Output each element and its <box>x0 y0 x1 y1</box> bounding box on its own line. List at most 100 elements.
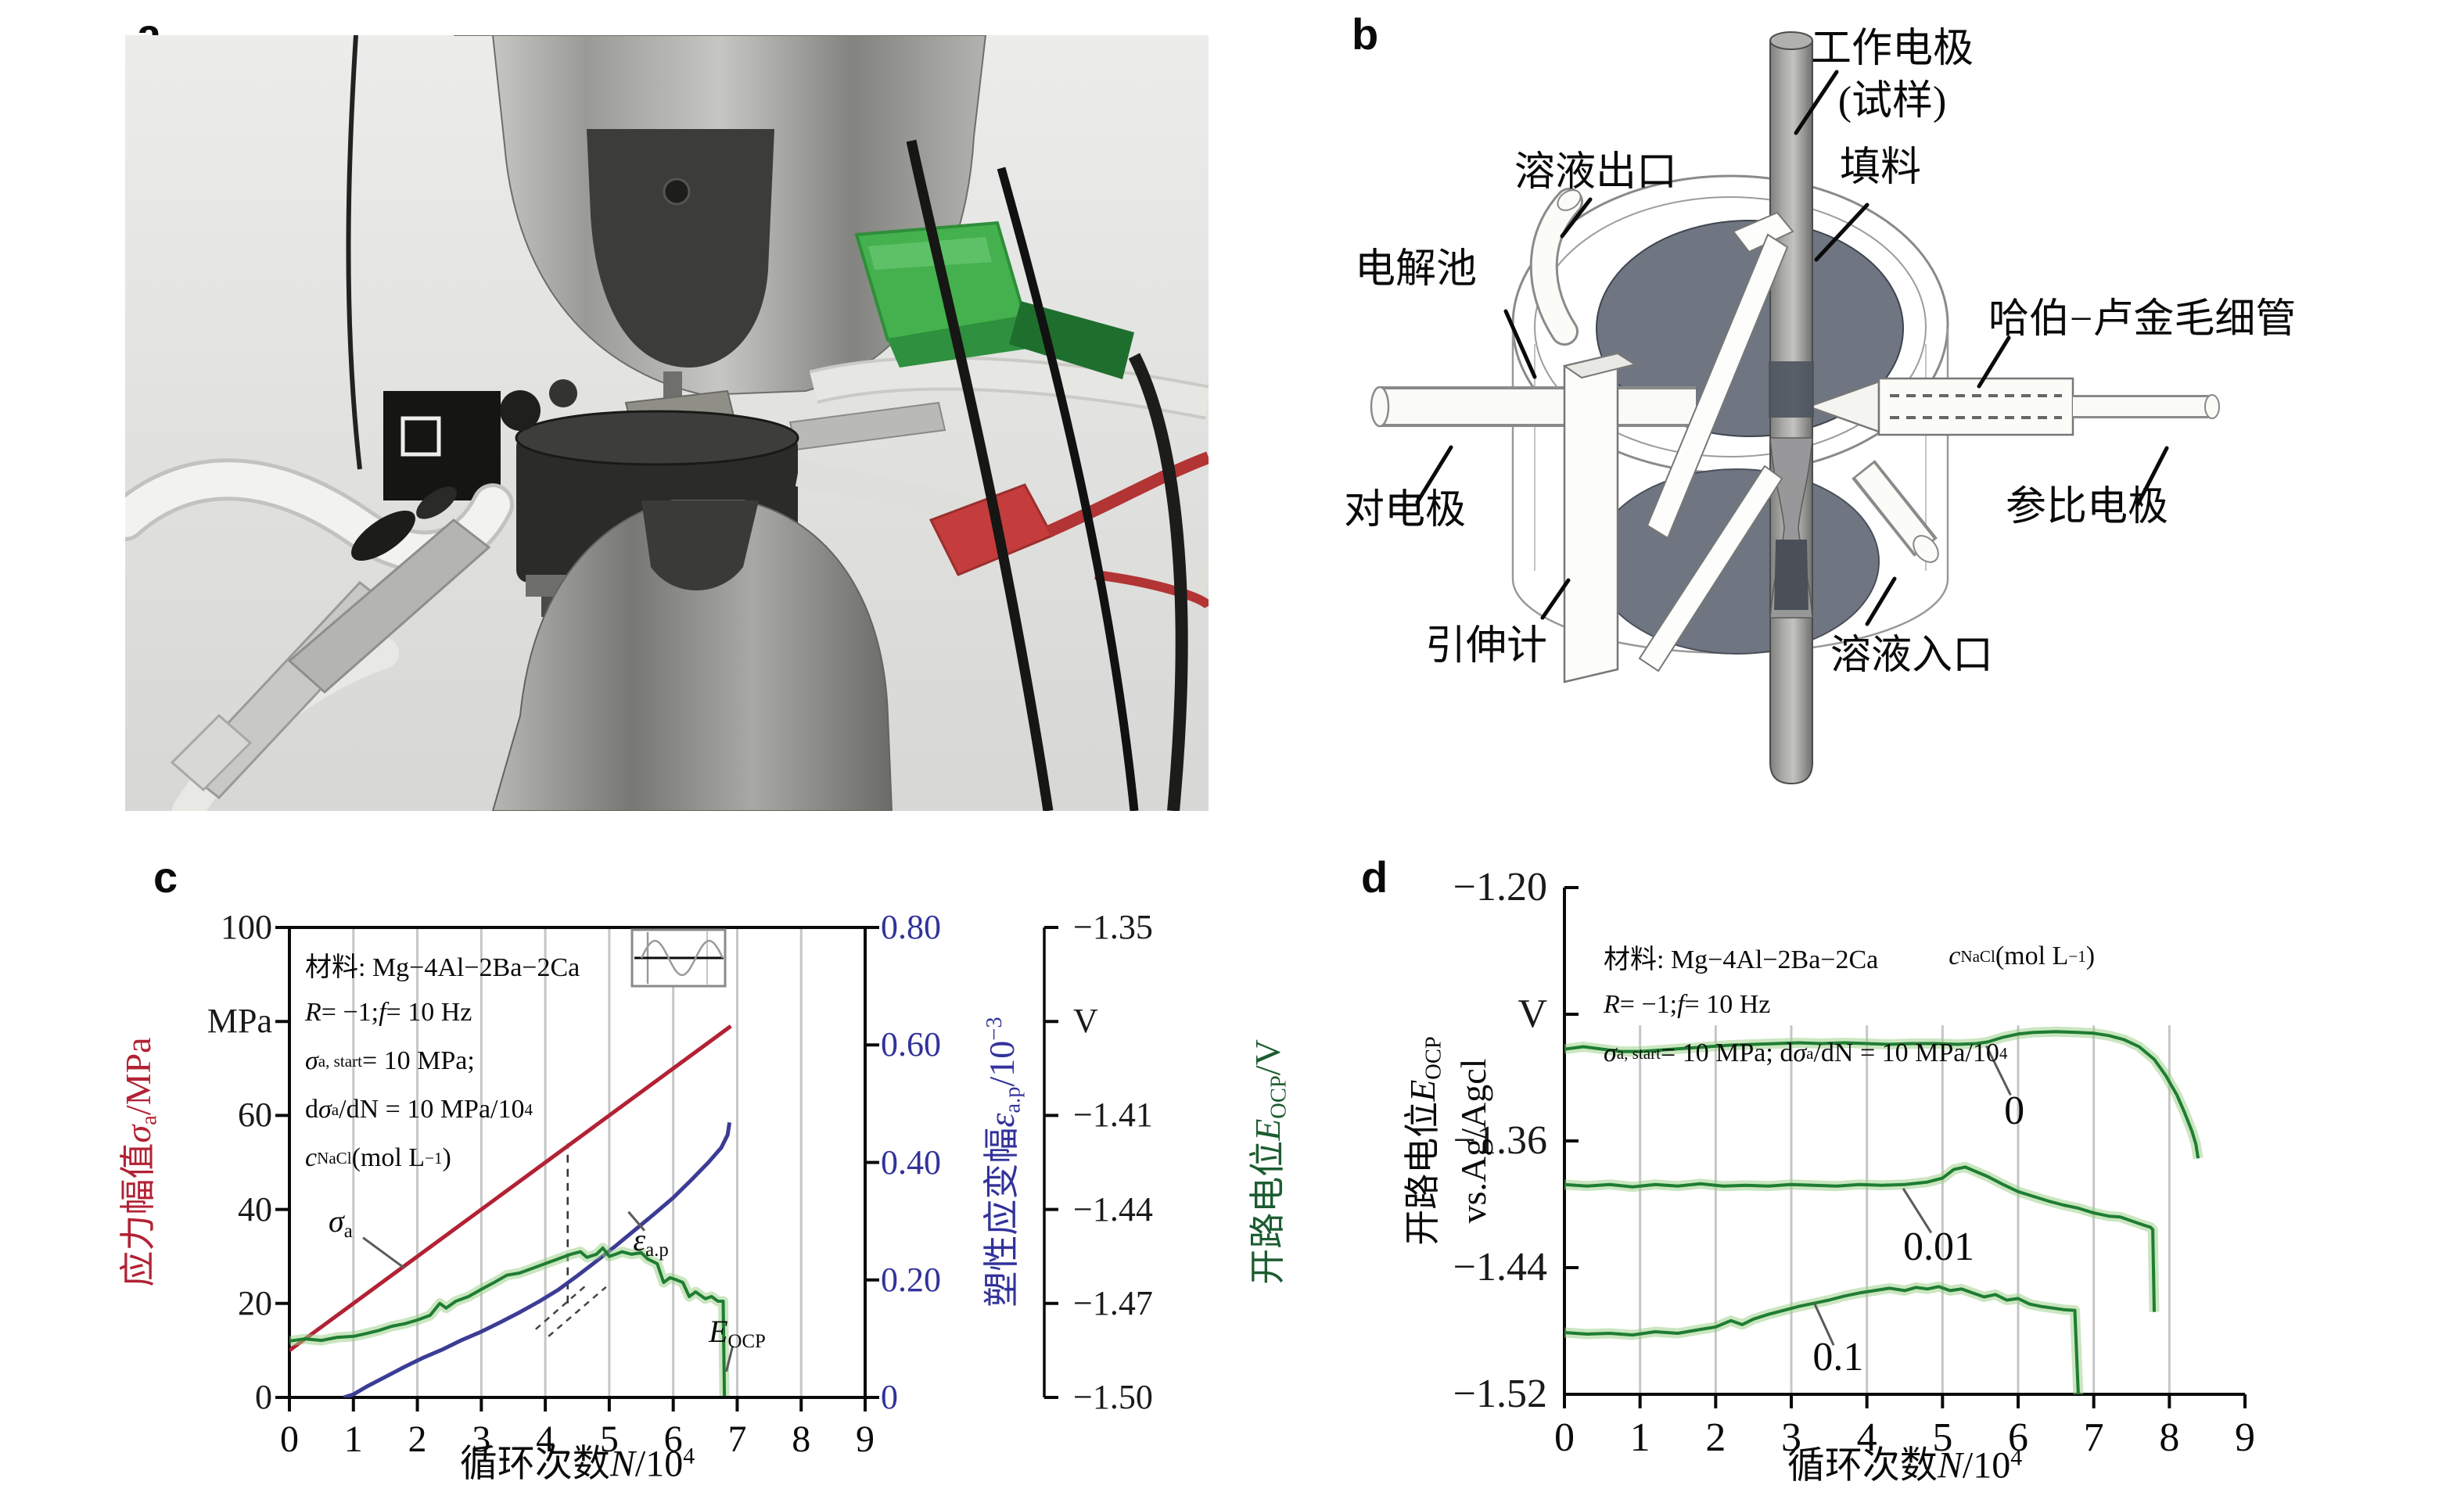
x-tick-label: 3 <box>1781 1415 1801 1460</box>
text-segment: 循环次数 <box>459 1443 610 1485</box>
fatigue-test-setup-photo <box>125 35 1209 811</box>
curve-label-1: 0.01 <box>1903 1224 1974 1269</box>
text-segment: 4 <box>2010 1444 2023 1471</box>
label-solution-inlet: 溶液入口 <box>1830 633 1994 678</box>
working-electrode-text: 工作电极 <box>1811 27 1974 71</box>
strain-tick-label: 0.60 <box>881 1025 941 1064</box>
inlet-cap <box>1913 535 1939 563</box>
x-tick-label: 7 <box>2083 1415 2104 1460</box>
label-counter-electrode: 对电极 <box>1344 488 1467 533</box>
upper-grip-notch <box>587 129 774 368</box>
x-tick-label: 6 <box>663 1419 683 1460</box>
text-segment: R <box>1604 990 1620 1019</box>
x-axis-title: 循环次数N/104 <box>460 1444 695 1483</box>
text-segment: OCP <box>1266 1075 1291 1119</box>
text-segment: −3 <box>982 1017 1008 1041</box>
label-haber-luggin: 哈伯−卢金毛细管 <box>1988 297 2297 342</box>
text-segment: a <box>137 1115 162 1125</box>
annotation-block: 材料: Mg−4Al−2Ba−2Ca c NaCl (mol L −1) R = −1; … <box>1604 932 2095 1078</box>
label-filler: 填料 <box>1840 145 1922 190</box>
green-connector-highlight <box>868 237 992 270</box>
text-segment: a, start <box>1616 1043 1661 1063</box>
text-segment: 应力幅值 <box>117 1142 158 1287</box>
strain-tick-label: 0.40 <box>881 1142 941 1182</box>
x-tick-label: 2 <box>1705 1415 1726 1460</box>
leader-outlet <box>1560 197 1593 239</box>
text-segment: = −1; <box>1619 990 1678 1019</box>
text-segment: 4 <box>683 1443 695 1469</box>
x-tick-label: 1 <box>1629 1415 1650 1460</box>
text-segment: N <box>1937 1444 1963 1487</box>
potential-tick-label: −1.35 <box>1073 908 1153 946</box>
text-segment: (mol L <box>351 1143 426 1172</box>
black-cable-3 <box>1128 353 1188 811</box>
label-reference-electrode: 参比电极 <box>2006 485 2169 529</box>
x-tick-label: 9 <box>856 1419 875 1460</box>
text-segment: f <box>379 998 386 1027</box>
text-segment: a.p <box>1000 1086 1025 1114</box>
curve-label-0: σa <box>329 1205 353 1242</box>
curve-label-1: εa.p <box>633 1224 668 1261</box>
text-segment: /10 <box>981 1040 1022 1087</box>
text-segment: E <box>1247 1118 1288 1141</box>
series-sigma_a <box>289 1024 732 1352</box>
x-tick-label: 5 <box>599 1419 619 1460</box>
potential-tick-label: −1.36 <box>1453 1118 1547 1163</box>
strain-axis-title: 塑性应变幅εa.p/10−3 <box>981 1017 1025 1307</box>
filler-disc-bottom <box>1593 468 1880 655</box>
capillary-barrel <box>1877 377 2074 436</box>
arm-knob-2 <box>416 486 457 519</box>
text-segment: σ <box>1604 1038 1617 1067</box>
text-segment: 材料: Mg−4Al−2Ba−2Ca <box>305 952 580 982</box>
text-segment: vs.Ag/Agcl <box>1453 1058 1493 1224</box>
arm-knob <box>351 510 415 561</box>
extensometer-beam-upper <box>1646 233 1789 540</box>
electrochemical-cell-diagram <box>1370 31 2220 785</box>
extensometer-arm-2 <box>287 518 491 694</box>
text-segment: = 10 MPa; d <box>1660 1038 1794 1067</box>
x-tick-label: 8 <box>792 1419 811 1460</box>
text-segment: N <box>609 1443 635 1485</box>
strain-tick-label: 0.80 <box>881 908 941 946</box>
series-epsilon_ap <box>343 1122 732 1397</box>
leader-filler <box>1814 203 1870 262</box>
leader-cell <box>1503 309 1537 379</box>
potential-axis-title-line1: 开路电位EOCP <box>1403 1036 1446 1246</box>
x-tick-label: 3 <box>472 1419 491 1460</box>
counter-cap <box>1370 386 1390 428</box>
annotation-line: d σ a/dN = 10 MPa/10 4 <box>305 1085 580 1134</box>
leader-capillary <box>1977 335 2011 389</box>
text-segment: 材料: Mg−4Al−2Ba−2Ca <box>1604 945 1879 974</box>
sensor-wire <box>346 35 362 470</box>
x-tick-label: 0 <box>280 1419 299 1460</box>
extensometer-slab-top <box>1562 352 1637 379</box>
potential-tick-label: −1.41 <box>1073 1096 1153 1135</box>
potential-axis-title-line2: vs.Ag/Agcl <box>1453 1058 1493 1224</box>
potential-tick-label: −1.47 <box>1073 1283 1153 1322</box>
black-cable-2 <box>997 167 1139 811</box>
cell-knob-small <box>549 379 577 407</box>
text-segment: ) <box>2085 942 2096 970</box>
series-cNaCl_0.1 <box>1564 1285 2080 1394</box>
text-segment: −1 <box>2068 946 2086 966</box>
text-segment: ε <box>981 1113 1022 1128</box>
text-segment: NaCl <box>1960 946 1995 966</box>
annotation-line: 材料: Mg−4Al−2Ba−2Ca <box>305 940 580 988</box>
grip-bolt <box>663 178 691 206</box>
clip-end <box>170 713 253 792</box>
chart-panel-d: 0 1 2 3 4 5 6 7 8 9 −1.20 V −1.36 −1.44 −1.52 0 0.01 0.1 材… <box>1291 845 2464 1503</box>
curve-label-leader <box>362 1236 406 1269</box>
rod-top-cap <box>1769 31 1813 50</box>
panel-label-b: b <box>1352 9 1379 59</box>
potential-tick-label: −1.52 <box>1453 1372 1547 1416</box>
x-tick-label: 7 <box>727 1419 747 1460</box>
text-segment: σ <box>1793 1038 1807 1067</box>
text-segment: NaCl <box>317 1148 352 1168</box>
text-segment: f <box>1677 990 1685 1019</box>
text-segment: /10 <box>634 1443 684 1485</box>
rod-shadow-upper <box>1769 361 1814 418</box>
text-segment: a <box>331 1099 339 1119</box>
x-tick-label: 0 <box>1554 1415 1575 1460</box>
text-segment: a <box>343 1220 353 1242</box>
